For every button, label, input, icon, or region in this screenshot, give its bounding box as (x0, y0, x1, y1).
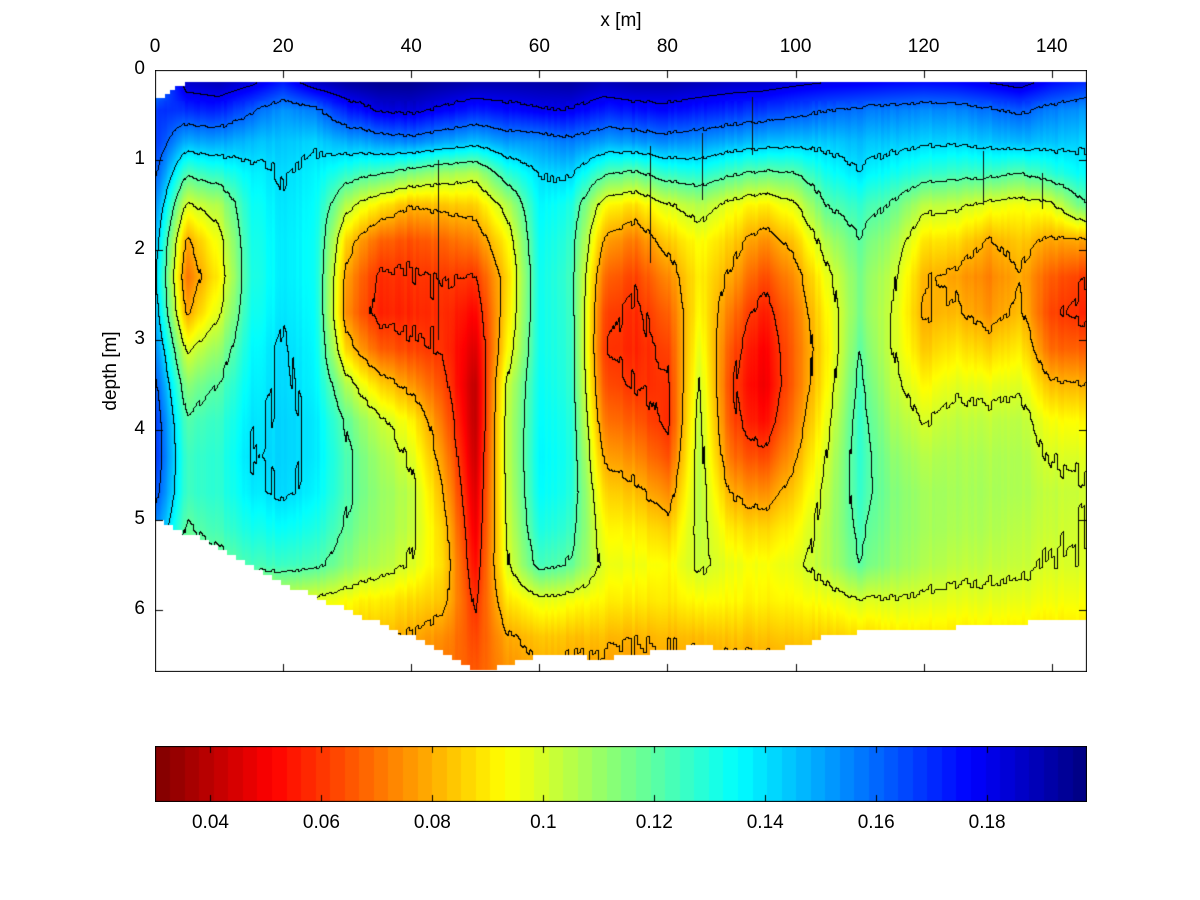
x-axis-tick-label: 100 (779, 36, 812, 57)
colorbar (155, 746, 1087, 802)
y-axis-tick-label: 4 (134, 417, 145, 439)
x-axis-tick-label: 120 (907, 36, 940, 57)
x-axis-tick-label: 20 (272, 36, 294, 57)
y-axis-tick-label: 3 (134, 327, 145, 349)
y-axis-tick-label: 0 (134, 58, 145, 79)
colorbar-tick-label: 0.16 (857, 812, 895, 833)
colorbar-tick-label: 0.08 (413, 812, 451, 833)
colorbar-tick-label: 0.12 (635, 812, 673, 833)
colorbar-tick-label: 0.18 (968, 812, 1006, 833)
colorbar-tick-label: 0.1 (530, 812, 557, 833)
y-axis-tick-label: 2 (134, 237, 145, 259)
x-axis-tick-label: 0 (149, 36, 161, 57)
x-axis-tick-label: 80 (656, 36, 678, 57)
x-axis-title: x [m] (600, 10, 642, 31)
x-axis-tick-label: 40 (400, 36, 422, 57)
x-axis-tick-label: 140 (1035, 36, 1068, 57)
colorbar-tick-label: 0.06 (302, 812, 340, 833)
colorbar-tick-label: 0.04 (191, 812, 229, 833)
x-axis-tick-label: 60 (528, 36, 550, 57)
y-axis-tick-label: 5 (134, 507, 145, 529)
colorbar-tick-label: 0.14 (746, 812, 784, 833)
heatmap-plot (155, 70, 1087, 672)
y-axis-tick-label: 6 (134, 597, 145, 619)
y-axis-tick-label: 1 (134, 147, 145, 169)
